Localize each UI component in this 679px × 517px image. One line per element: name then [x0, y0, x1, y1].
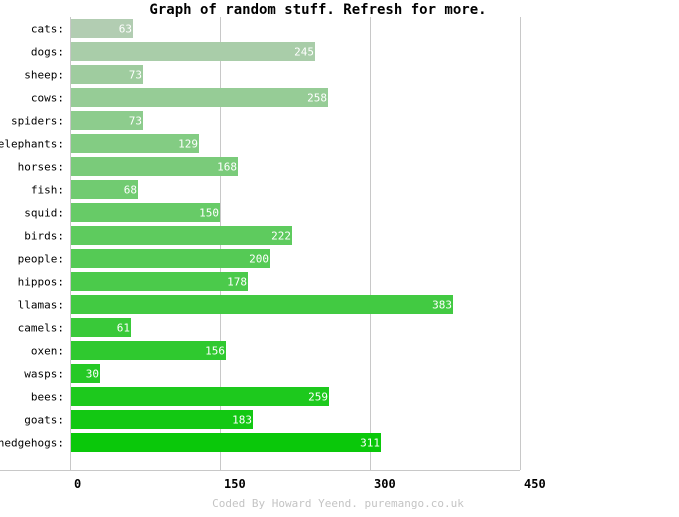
value-label: 258	[307, 92, 327, 105]
bar	[71, 111, 143, 130]
category-label: cats:	[31, 23, 64, 36]
bar	[71, 249, 270, 268]
value-label: 129	[178, 138, 198, 151]
category-label: wasps:	[24, 368, 64, 381]
chart-footer: Coded By Howard Yeend. puremango.co.uk	[212, 497, 464, 510]
value-label: 73	[129, 115, 142, 128]
category-label: fish:	[31, 184, 64, 197]
category-label: spiders:	[11, 115, 64, 128]
category-label: dogs:	[31, 46, 64, 59]
category-label: people:	[18, 253, 64, 266]
bar	[71, 433, 381, 452]
category-label: squid:	[24, 207, 64, 220]
bar	[71, 19, 133, 38]
value-label: 222	[271, 230, 291, 243]
value-label: 61	[117, 322, 130, 335]
labels-layer: cats: 63 dogs: 245 sheep: 73 cows: 258 spiders: 7…	[0, 23, 452, 450]
category-label: elephants:	[0, 138, 64, 151]
value-label: 245	[294, 46, 314, 59]
value-label: 200	[249, 253, 269, 266]
chart-title: Graph of random stuff. Refresh for more.	[149, 2, 486, 18]
category-label: bees:	[31, 391, 64, 404]
category-label: birds:	[24, 230, 64, 243]
category-label: llamas:	[18, 299, 64, 312]
x-tick-label: 0	[74, 477, 81, 491]
bar	[71, 203, 220, 222]
value-label: 63	[119, 23, 132, 36]
category-label: hippos:	[18, 276, 64, 289]
bar	[71, 318, 131, 337]
value-label: 150	[199, 207, 219, 220]
value-label: 183	[232, 414, 252, 427]
ticks-layer: 0 150 300 450	[74, 477, 546, 491]
category-label: camels:	[18, 322, 64, 335]
bar	[71, 364, 100, 383]
category-label: goats:	[24, 414, 64, 427]
bar	[71, 157, 238, 176]
bar	[71, 295, 453, 314]
bar	[71, 88, 328, 107]
value-label: 73	[129, 69, 142, 82]
category-label: oxen:	[31, 345, 64, 358]
bar	[71, 134, 199, 153]
bar	[71, 410, 253, 429]
value-label: 156	[205, 345, 225, 358]
bar	[71, 226, 292, 245]
x-tick-label: 150	[224, 477, 246, 491]
bar	[71, 341, 226, 360]
bar	[71, 272, 248, 291]
x-tick-label: 300	[374, 477, 396, 491]
category-label: hedgehogs:	[0, 437, 64, 450]
bar	[71, 42, 315, 61]
bars-layer	[71, 19, 453, 452]
category-label: horses:	[18, 161, 64, 174]
value-label: 30	[86, 368, 99, 381]
value-label: 68	[124, 184, 137, 197]
value-label: 178	[227, 276, 247, 289]
value-label: 168	[217, 161, 237, 174]
bar	[71, 180, 138, 199]
value-label: 311	[360, 437, 380, 450]
bar	[71, 65, 143, 84]
x-tick-label: 450	[524, 477, 546, 491]
value-label: 259	[308, 391, 328, 404]
value-label: 383	[432, 299, 452, 312]
category-label: cows:	[31, 92, 64, 105]
bar	[71, 387, 329, 406]
category-label: sheep:	[24, 69, 64, 82]
